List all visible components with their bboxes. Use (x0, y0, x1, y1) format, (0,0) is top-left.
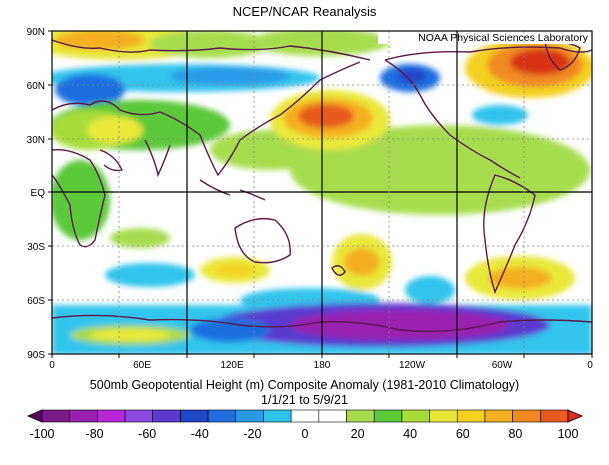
axis-ticks (48, 30, 593, 358)
credit-box (378, 31, 592, 44)
lon-label: 120E (220, 360, 244, 371)
colorbar-segment (429, 409, 458, 423)
colorbar-segment (540, 409, 569, 423)
lat-label: 60N (27, 81, 45, 92)
colorbar-segment (207, 409, 237, 423)
colorbar-segment (97, 409, 126, 423)
lat-label: 90S (27, 350, 45, 361)
lat-label: 90N (27, 27, 45, 38)
lat-label: 60S (27, 296, 45, 307)
colorbar-tick-label: 80 (508, 427, 522, 441)
colorbar-segment (456, 409, 486, 423)
lon-label: 120W (399, 360, 426, 371)
colorbar-segment (401, 409, 430, 423)
colorbar (26, 409, 584, 423)
caption-line-2: 1/1/21 to 5/9/21 (261, 393, 348, 407)
colorbar-segment (318, 409, 347, 423)
colorbar-segment (180, 409, 209, 423)
colorbar-segment (152, 409, 181, 423)
colorbar-segment (373, 409, 403, 423)
lon-label: 60E (133, 360, 151, 371)
lon-label: 0 (587, 360, 593, 371)
colorbar-tick-label: -20 (243, 427, 261, 441)
lat-label: EQ (31, 188, 46, 199)
colorbar-tick-label: 0 (302, 427, 309, 441)
colorbar-segment (69, 409, 98, 423)
lat-label: 30S (27, 242, 45, 253)
lon-label: 180 (314, 360, 331, 371)
colorbar-left-arrow (26, 409, 43, 423)
dotted-grid (52, 31, 592, 354)
credit-label: NOAA Physical Sciences Laboratory (418, 32, 589, 44)
lon-labels: 0 60E 120E 180 120W 60W 0 (49, 360, 593, 371)
lon-label: 0 (49, 360, 55, 371)
colorbar-segment (41, 409, 70, 423)
colorbar-segment (484, 409, 513, 423)
lat-label: 30N (27, 135, 45, 146)
lat-labels: 90N 60N 30N EQ 30S 60S 90S (27, 27, 46, 361)
caption-line-1: 500mb Geopotential Height (m) Composite … (89, 378, 520, 392)
colorbar-segment (346, 409, 375, 423)
colorbar-tick-label: 40 (403, 427, 417, 441)
colorbar-segment (235, 409, 264, 423)
coastlines (52, 39, 592, 333)
colorbar-tick-label: 20 (351, 427, 365, 441)
colorbar-segment (512, 409, 541, 423)
colorbar-segment (124, 409, 154, 423)
colorbar-tick-label: -40 (191, 427, 209, 441)
colorbar-tick-label: -60 (138, 427, 156, 441)
colorbar-tick-label: -100 (29, 427, 54, 441)
colorbar-labels: -100 -80 -60 -40 -20 0 20 40 60 80 100 (29, 427, 578, 441)
colorbar-right-arrow (567, 409, 584, 423)
colorbar-segment (263, 409, 292, 423)
anomaly-field (52, 31, 592, 354)
lon-label: 60W (492, 360, 513, 371)
chart-title: NCEP/NCAR Reanalysis (232, 4, 377, 19)
colorbar-tick-label: 100 (558, 427, 579, 441)
colorbar-segment (290, 409, 320, 423)
colorbar-tick-label: 60 (456, 427, 470, 441)
colorbar-tick-label: -80 (86, 427, 104, 441)
